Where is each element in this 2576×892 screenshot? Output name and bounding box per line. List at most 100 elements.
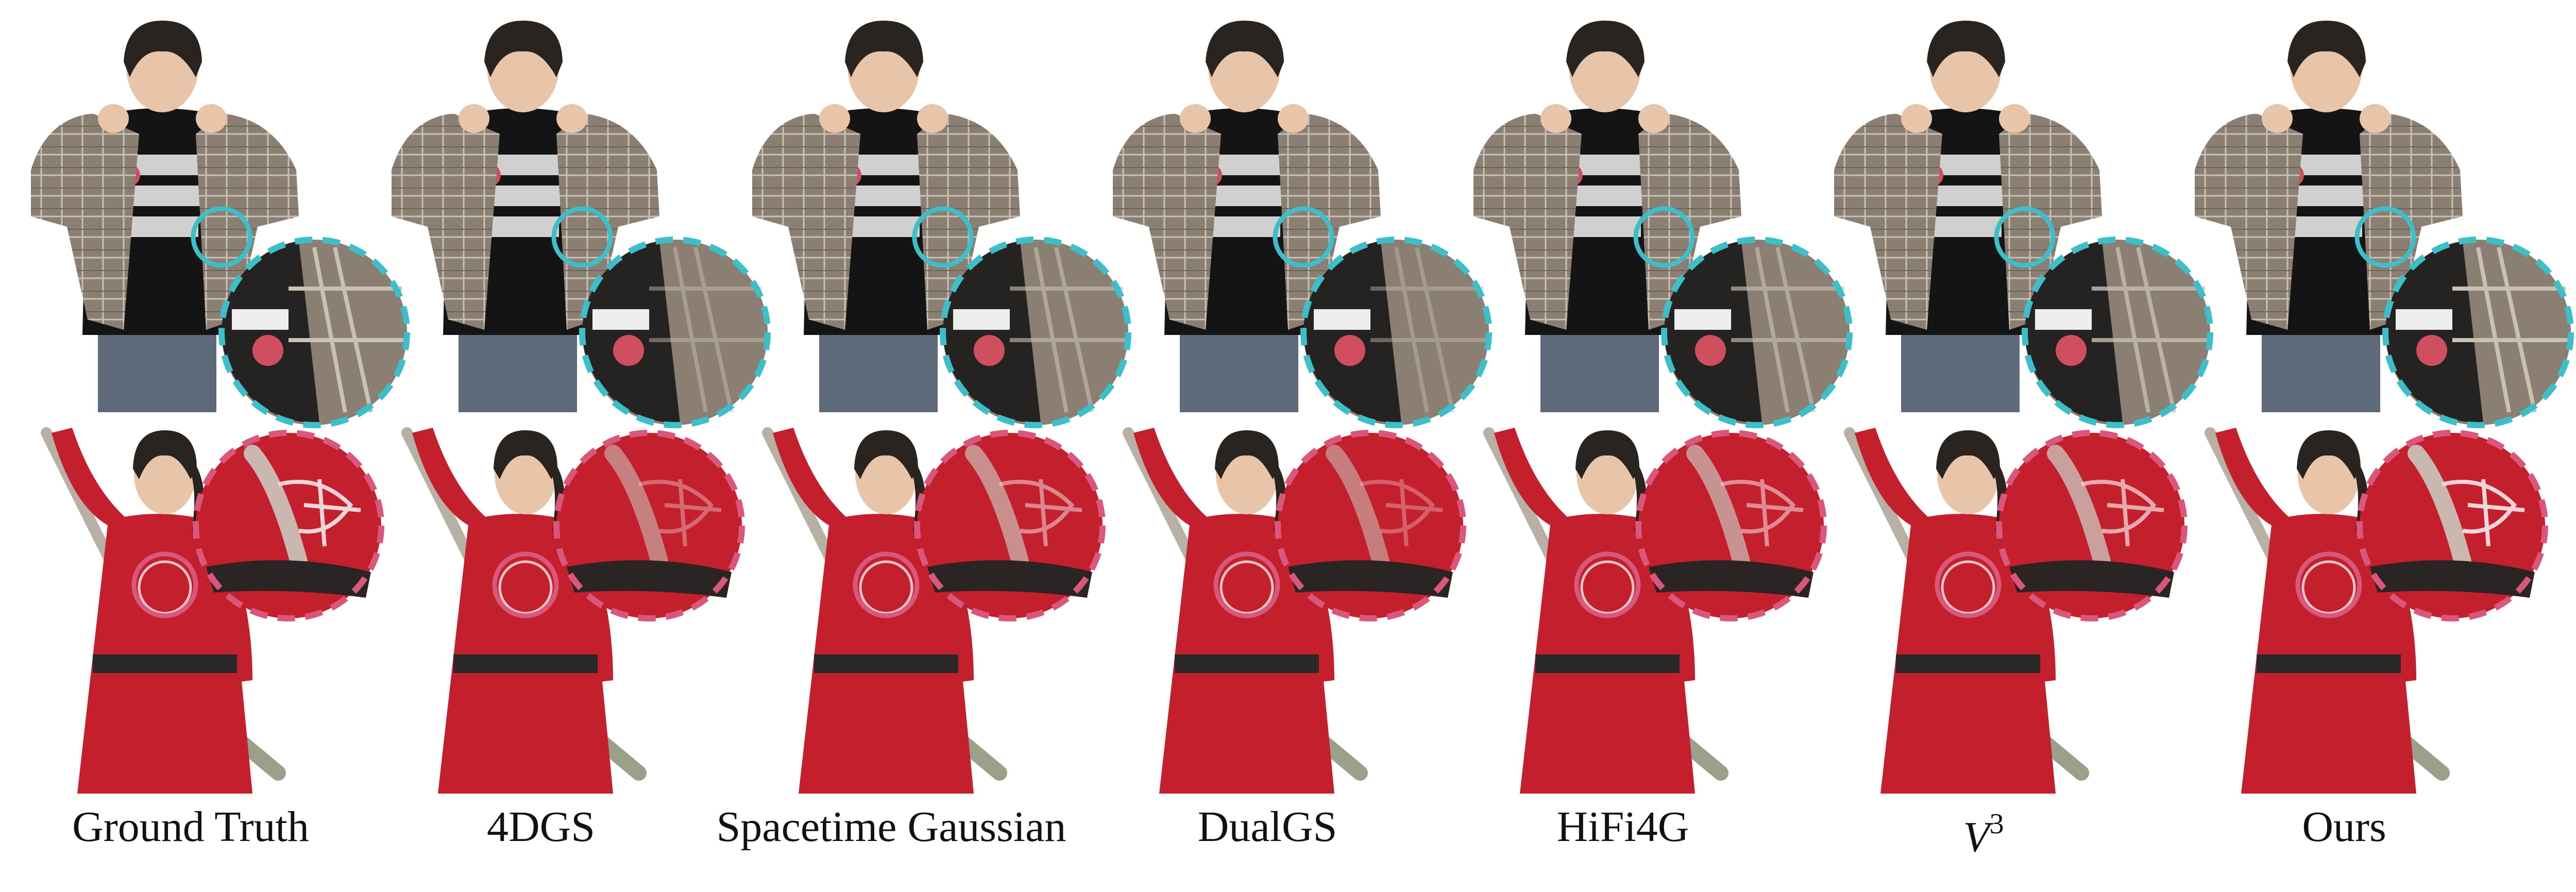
row2-belt bbox=[1896, 654, 2040, 673]
row2-zoom-sword bbox=[1686, 445, 1750, 570]
row1-cell-stg bbox=[752, 21, 1131, 428]
row1-zoom-border bbox=[1661, 237, 1853, 428]
row1-zoom-flower bbox=[613, 335, 644, 366]
row2-highlight-circle bbox=[2295, 551, 2362, 618]
caption-hifi4g: HiFi4G bbox=[1556, 803, 1689, 851]
row1-print-line-3 bbox=[842, 216, 920, 237]
row1-cell-v3 bbox=[1834, 21, 2213, 428]
row1-zoom-inset bbox=[2382, 237, 2574, 428]
row1-zoom-shirt bbox=[1303, 241, 1401, 423]
row2-hair bbox=[854, 430, 918, 479]
row2-embroidery bbox=[2301, 560, 2356, 615]
row2-embroidery bbox=[859, 560, 913, 615]
row2-zoom-sword bbox=[244, 445, 308, 570]
row1-zoom-border bbox=[218, 237, 410, 428]
row1-hand-left bbox=[2262, 104, 2293, 133]
row2-belt bbox=[1535, 654, 1680, 673]
row1-zoom-inset bbox=[579, 237, 771, 428]
row2-zoom-sword bbox=[2047, 445, 2111, 570]
row1-zoom-plaid bbox=[2452, 247, 2571, 413]
row1-print-line-3 bbox=[2285, 216, 2362, 237]
row2-zoom-embroidery bbox=[2442, 479, 2525, 547]
row1-highlight-circle bbox=[2354, 206, 2416, 268]
row2-dress bbox=[799, 514, 974, 794]
row1-print-line-3 bbox=[1203, 216, 1280, 237]
row1-cell-hifi4g bbox=[1473, 21, 1853, 428]
row1-zoom-plaid bbox=[2092, 247, 2210, 413]
row2-arm-raised bbox=[2215, 428, 2293, 526]
row2-embroidery bbox=[498, 560, 553, 615]
row2-zoom-sword bbox=[604, 445, 668, 570]
row2-zoom-border bbox=[914, 430, 1106, 621]
row1-zoom-inset bbox=[1300, 237, 1492, 428]
row2-arm-raised bbox=[1494, 428, 1571, 526]
row2-highlight-circle bbox=[1213, 551, 1280, 618]
row2-hair bbox=[1936, 430, 2000, 479]
row1-zoom-border bbox=[2382, 237, 2574, 428]
caption-v3: V3 bbox=[1803, 796, 2164, 861]
row2-highlight-circle bbox=[1574, 551, 1641, 618]
row1-jeans bbox=[1180, 325, 1298, 412]
row2-hair bbox=[133, 430, 197, 479]
row1-zoom-flower bbox=[252, 335, 283, 366]
row2-hair bbox=[1575, 430, 1639, 479]
row2-arm-raised bbox=[52, 428, 129, 526]
row1-jacket-left bbox=[392, 113, 500, 330]
row2-hair bbox=[1215, 430, 1279, 479]
row1-zoom-inset bbox=[2022, 237, 2213, 428]
row2-zoom-belt bbox=[1288, 560, 1453, 598]
caption-ours: Ours bbox=[2302, 803, 2386, 851]
row2-zoom-border bbox=[553, 430, 745, 621]
row1-cell-gt bbox=[31, 21, 410, 428]
row1-hand-right bbox=[1278, 104, 1309, 133]
row1-jacket-left bbox=[1473, 113, 1582, 330]
row1-zoom-print bbox=[2035, 309, 2092, 330]
row2-cell-gt bbox=[41, 427, 384, 794]
row2-zoom-sword bbox=[1326, 445, 1389, 570]
row2-dress bbox=[2241, 514, 2416, 794]
row1-jacket-left bbox=[31, 113, 139, 330]
row2-dress bbox=[1159, 514, 1334, 794]
row2-zoom-sword bbox=[2408, 445, 2471, 570]
row2-belt bbox=[2257, 654, 2401, 673]
row2-belt bbox=[1175, 654, 1319, 673]
caption-ground-truth: Ground Truth bbox=[72, 803, 309, 851]
row1-highlight-circle bbox=[1273, 206, 1334, 268]
row2-zoom-sword bbox=[965, 445, 1029, 570]
row2-dress bbox=[1520, 514, 1695, 794]
row2-zoom-border bbox=[2357, 430, 2548, 621]
row1-hand-left bbox=[819, 104, 850, 133]
row2-highlight-circle bbox=[853, 551, 920, 618]
row1-hand-right bbox=[1638, 104, 1669, 133]
row1-zoom-inset bbox=[1661, 237, 1853, 428]
row1-print-line-3 bbox=[482, 216, 559, 237]
row1-cell-4dgs bbox=[392, 21, 771, 428]
row1-highlight-circle bbox=[551, 206, 613, 268]
row1-hand-right bbox=[917, 104, 948, 133]
row1-hair bbox=[2287, 21, 2366, 77]
row1-jacket-left bbox=[1834, 113, 1942, 330]
row1-zoom-flower bbox=[2416, 335, 2447, 366]
row1-zoom-border bbox=[1300, 237, 1492, 428]
row2-belt bbox=[814, 654, 958, 673]
row1-zoom-print bbox=[2396, 309, 2452, 330]
row2-zoom-belt bbox=[1649, 560, 1814, 598]
row2-arm-raised bbox=[773, 428, 850, 526]
row1-jacket-left bbox=[2195, 113, 2303, 330]
row2-zoom-belt bbox=[927, 560, 1092, 598]
row2-zoom-belt bbox=[567, 560, 732, 598]
row1-cell-dualgs bbox=[1113, 21, 1492, 428]
row1-zoom-plaid bbox=[1731, 247, 1850, 413]
row1-hair bbox=[124, 21, 202, 77]
row1-highlight-circle bbox=[1994, 206, 2056, 268]
row1-hand-right bbox=[1999, 104, 2030, 133]
row1-jeans bbox=[1540, 325, 1659, 412]
row1-zoom-print bbox=[232, 309, 289, 330]
row1-zoom-border bbox=[2022, 237, 2213, 428]
row2-zoom-inset bbox=[914, 430, 1106, 621]
row1-zoom-border bbox=[579, 237, 771, 428]
caption-4dgs: 4DGS bbox=[486, 803, 596, 851]
row1-zoom-shirt bbox=[582, 241, 680, 423]
row1-jacket-left bbox=[1113, 113, 1221, 330]
